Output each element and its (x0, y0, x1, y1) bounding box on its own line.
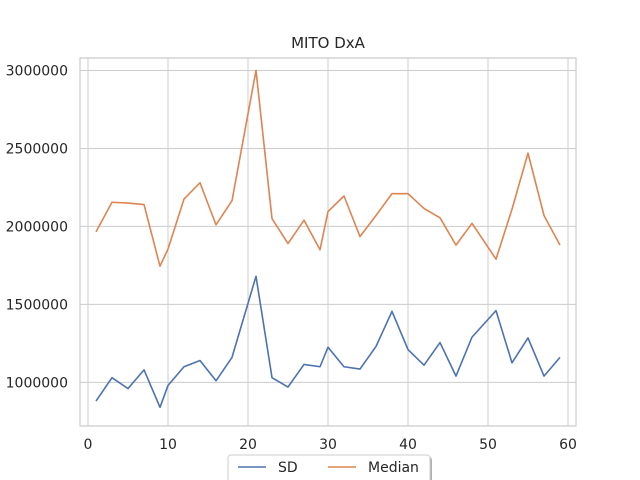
x-tick-label: 30 (319, 437, 337, 453)
x-tick-label: 0 (84, 437, 93, 453)
y-tick-label: 3000000 (6, 63, 68, 79)
chart-title: MITO DxA (291, 34, 366, 52)
y-tick-label: 2000000 (6, 219, 68, 235)
y-tick-label: 2500000 (6, 141, 68, 157)
legend: SD Median (227, 454, 432, 480)
series-line-sd (95, 275, 561, 409)
x-tick-label: 10 (159, 437, 177, 453)
x-tick-label: 40 (399, 437, 417, 453)
x-tick-label: 50 (479, 437, 497, 453)
grid (80, 58, 576, 426)
y-tick-label: 1500000 (6, 297, 68, 313)
y-tick-labels: 1000000 1500000 2000000 2500000 3000000 (6, 63, 68, 391)
series-line-median (95, 69, 561, 267)
y-tick-label: 1000000 (6, 375, 68, 391)
x-tick-labels: 0 10 20 30 40 50 60 (84, 437, 577, 453)
x-tick-label: 60 (559, 437, 577, 453)
axes-border (79, 57, 577, 427)
axes-frame (79, 57, 577, 427)
legend-label-median: Median (368, 460, 419, 476)
x-tick-label: 20 (239, 437, 257, 453)
legend-label-sd: SD (278, 460, 298, 476)
series-layer (95, 69, 561, 409)
